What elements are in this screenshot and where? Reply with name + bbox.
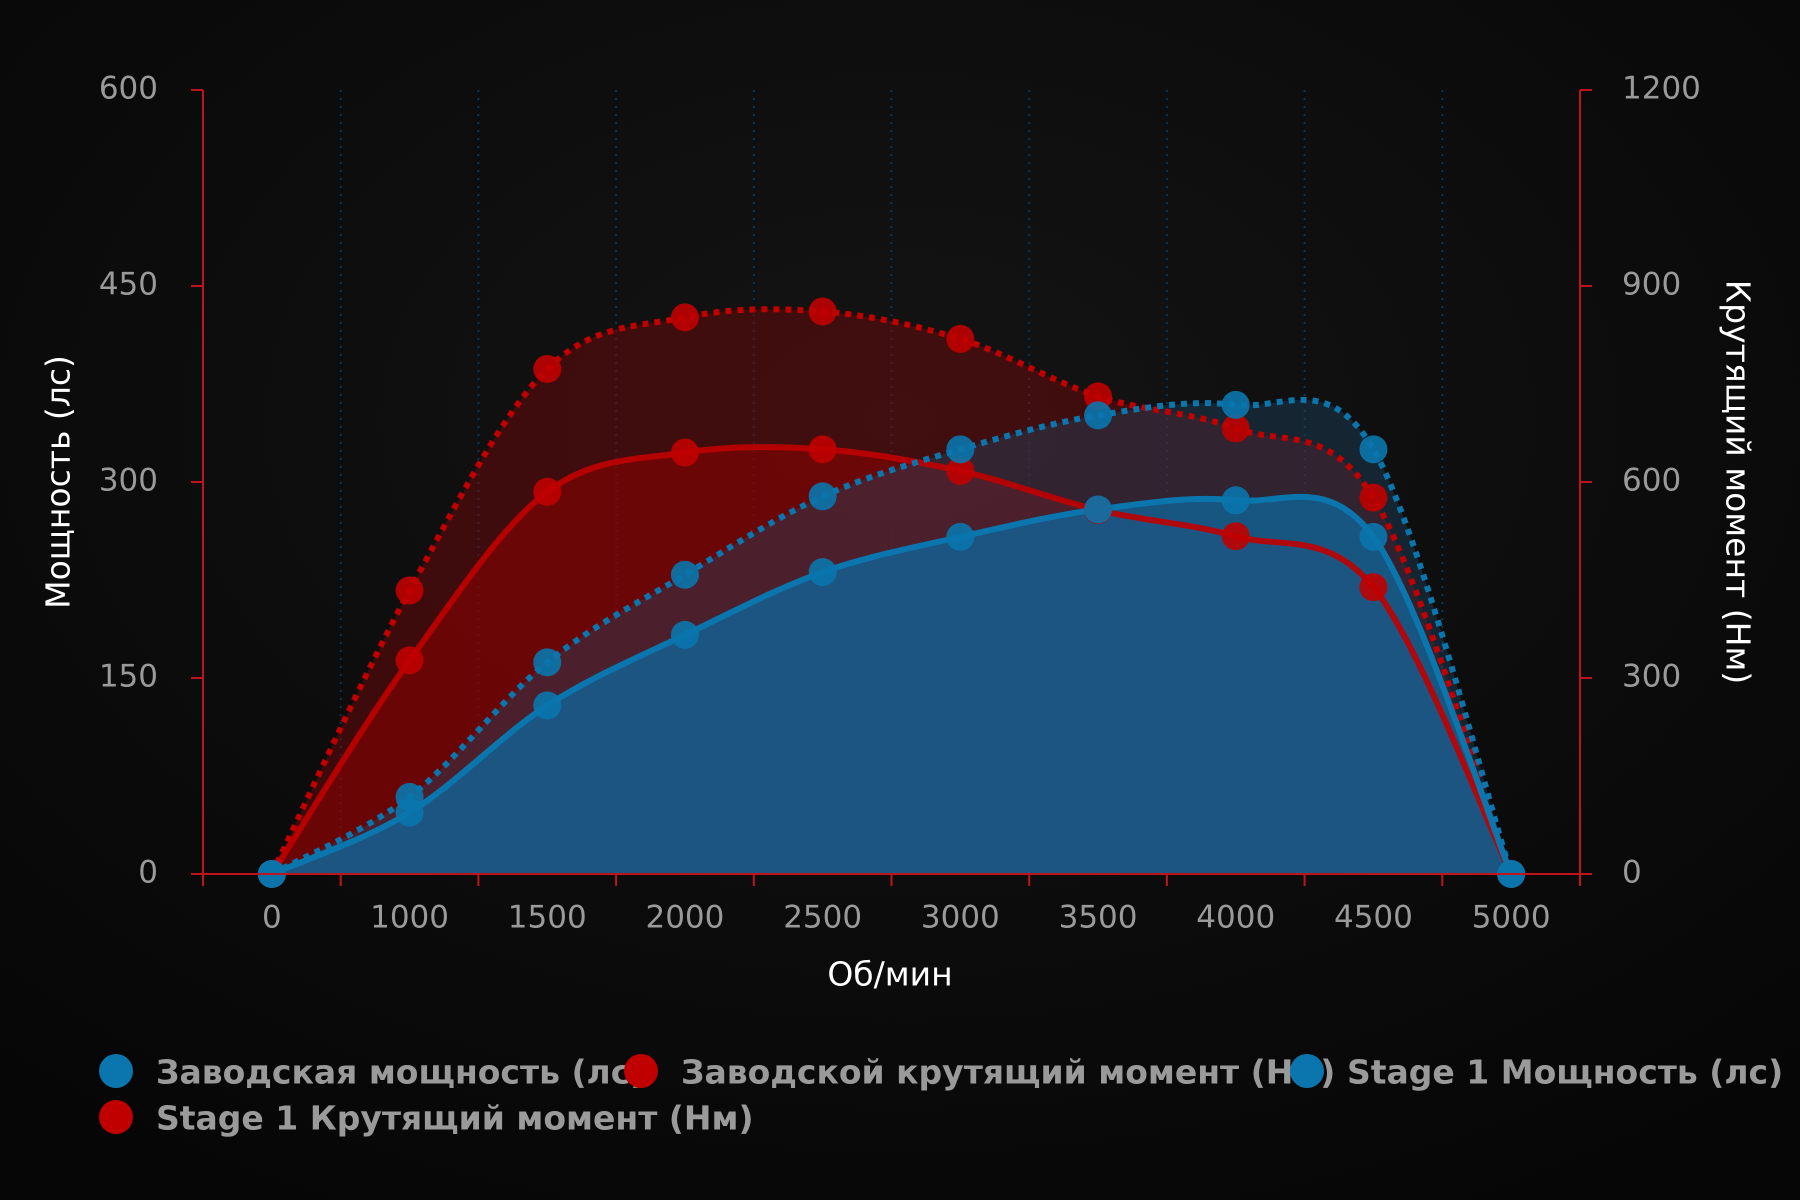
legend-marker <box>99 1054 133 1088</box>
legend-marker <box>624 1054 658 1088</box>
x-tick-label: 4500 <box>1334 900 1413 936</box>
data-point <box>808 558 837 587</box>
x-tick-label: 3500 <box>1059 900 1138 936</box>
y-tick-label: 600 <box>99 71 158 107</box>
data-point <box>1359 573 1388 602</box>
data-point <box>946 522 975 551</box>
legend-label: Заводской крутящий момент (Нм) <box>681 1053 1335 1092</box>
data-point <box>808 482 837 511</box>
data-point <box>946 435 975 464</box>
data-point <box>670 620 699 649</box>
data-point <box>670 303 699 332</box>
data-point <box>946 456 975 485</box>
y2-axis-title: Крутящий момент (Нм) <box>1719 280 1758 684</box>
data-point <box>1359 435 1388 464</box>
data-point <box>1221 390 1250 419</box>
y-tick-label: 300 <box>99 463 158 499</box>
series-line <box>269 306 1514 876</box>
data-point <box>670 438 699 467</box>
data-point <box>1084 495 1113 524</box>
data-point <box>808 435 837 464</box>
legend-marker <box>99 1100 133 1134</box>
y2-tick-label: 900 <box>1622 267 1681 303</box>
y-axis-title: Мощность (лс) <box>39 355 78 609</box>
x-tick-label: 1000 <box>370 900 449 936</box>
data-point <box>808 297 837 326</box>
y2-tick-label: 300 <box>1622 659 1681 695</box>
y-tick-label: 150 <box>99 659 158 695</box>
data-point <box>533 648 562 677</box>
legend-label: Заводская мощность (лс) <box>156 1053 645 1092</box>
data-point <box>946 324 975 353</box>
data-point <box>1221 522 1250 551</box>
y2-tick-label: 0 <box>1622 855 1642 891</box>
y2-tick-label: 600 <box>1622 463 1681 499</box>
x-tick-label: 3000 <box>921 900 1000 936</box>
data-point <box>1221 486 1250 515</box>
x-tick-label: 5000 <box>1472 900 1551 936</box>
data-point <box>1359 483 1388 512</box>
x-tick-label: 4000 <box>1196 900 1275 936</box>
x-tick-label: 2500 <box>783 900 862 936</box>
data-point <box>1359 522 1388 551</box>
x-tick-label: 2000 <box>645 900 724 936</box>
data-point <box>670 560 699 589</box>
data-point <box>395 576 424 605</box>
legend-marker <box>1290 1054 1324 1088</box>
data-point <box>395 646 424 675</box>
series-area <box>271 496 1512 874</box>
data-point <box>533 354 562 383</box>
x-axis-title: Об/мин <box>827 955 952 994</box>
legend-label: Stage 1 Крутящий момент (Нм) <box>156 1099 754 1138</box>
data-point <box>533 477 562 506</box>
data-point <box>533 691 562 720</box>
data-point <box>1084 401 1113 430</box>
x-tick-label: 1500 <box>508 900 587 936</box>
y-tick-label: 450 <box>99 267 158 303</box>
y-tick-label: 0 <box>138 855 158 891</box>
data-point <box>1221 414 1250 443</box>
legend-label: Stage 1 Мощность (лс) <box>1347 1053 1783 1092</box>
data-point <box>395 798 424 827</box>
y2-tick-label: 1200 <box>1622 71 1701 107</box>
series-line <box>269 444 1514 876</box>
x-tick-label: 0 <box>262 900 282 936</box>
